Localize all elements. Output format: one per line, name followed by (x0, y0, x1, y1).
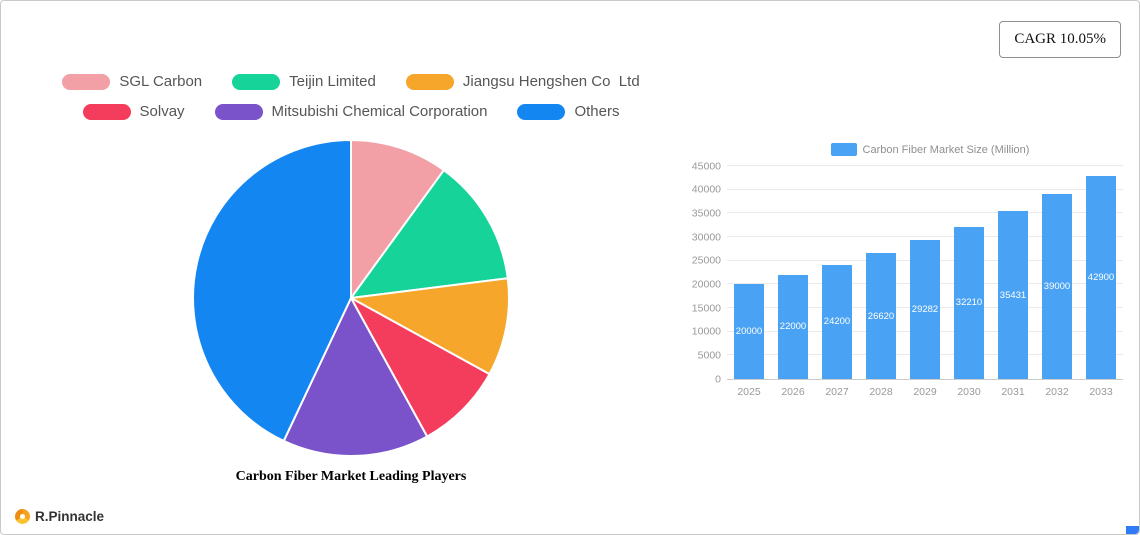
pie-slice-solvay[interactable] (350, 297, 491, 438)
bar-2032[interactable]: 39000 (1042, 194, 1072, 379)
logo-pie-icon (15, 509, 30, 524)
y-tick-label: 35000 (691, 207, 721, 220)
legend-swatch (232, 73, 281, 90)
legend-label: Jiangsu Hengshen Co Ltd (462, 73, 640, 90)
y-tick-label: 30000 (691, 230, 721, 243)
x-tick-label: 2027 (825, 386, 849, 398)
gridline (727, 236, 1123, 237)
y-tick-label: 15000 (691, 301, 721, 314)
legend-item-jiangsu-hengshen-co-ltd[interactable]: Jiangsu Hengshen Co Ltd (405, 73, 640, 90)
bar-2029[interactable]: 29282 (910, 240, 940, 379)
brand-logo: R.Pinnacle (15, 509, 104, 524)
legend-label: Others (574, 103, 620, 120)
legend-label: Teijin Limited (289, 73, 376, 90)
x-tick-label: 2033 (1089, 386, 1113, 398)
gridline (727, 165, 1123, 166)
bar-2025[interactable]: 20000 (734, 284, 764, 379)
legend-item-teijin-limited[interactable]: Teijin Limited (232, 73, 376, 90)
pie-title: Carbon Fiber Market Leading Players (235, 469, 467, 484)
y-tick-label: 10000 (691, 325, 721, 338)
bar-value-label: 26620 (867, 310, 895, 322)
bar-value-label: 39000 (1043, 281, 1071, 293)
x-tick-label: 2026 (781, 386, 805, 398)
x-tick-label: 2028 (869, 386, 893, 398)
gridline (727, 212, 1123, 214)
bar-value-label: 20000 (735, 326, 763, 338)
x-tick-label: 2029 (913, 386, 937, 398)
bar-value-label: 22000 (779, 321, 807, 333)
y-tick-label: 25000 (691, 254, 721, 267)
pie-legend: SGL Carbon Teijin Limited Jiangsu Hengshen… (31, 73, 671, 120)
logo-text: R.Pinnacle (35, 509, 105, 524)
bar-legend-label: Carbon Fiber Market Size (Million) (862, 143, 1030, 156)
bar-value-label: 32210 (955, 297, 983, 309)
legend-label: Solvay (139, 103, 185, 120)
bar-plot: 20000 22000 24200 26620 29282 32210 35431 39000… (727, 165, 1123, 380)
legend-label: Mitsubishi Chemical Corporation (271, 103, 488, 120)
x-tick-label: 2025 (737, 386, 761, 398)
cagr-badge: CAGR 10.05% (999, 21, 1121, 58)
pie-slice-teijin-limited[interactable] (350, 169, 509, 299)
y-tick-label: 0 (715, 372, 721, 385)
pie-slice-jiangsu-hengshen-co-ltd[interactable] (350, 277, 510, 376)
bar-2031[interactable]: 35431 (998, 211, 1028, 379)
x-axis-labels: 2025 2026 2027 2028 2029 2030 2031 2032 2033 (727, 386, 1123, 398)
bar-value-label: 24200 (823, 316, 851, 328)
legend-swatch (82, 103, 131, 120)
legend-label: SGL Carbon (119, 73, 203, 90)
legend-item-sgl-carbon[interactable]: SGL Carbon (62, 73, 202, 90)
y-tick-label: 5000 (697, 349, 721, 362)
bar-value-label: 29282 (911, 304, 939, 316)
bar-2028[interactable]: 26620 (866, 253, 896, 379)
y-tick-label: 40000 (691, 183, 721, 196)
pie-slice-mitsubishi-chemical-corporation[interactable] (282, 297, 429, 457)
x-tick-label: 2031 (1001, 386, 1025, 398)
bar-2026[interactable]: 22000 (778, 274, 808, 379)
legend-item-solvay[interactable]: Solvay (82, 103, 185, 120)
legend-item-others[interactable]: Others (517, 103, 619, 120)
bar-chart: 0 5000 10000 15000 20000 25000 30000 35000 40000… (689, 161, 1133, 384)
y-tick-label: 20000 (691, 278, 721, 291)
resize-handle[interactable] (1126, 526, 1139, 534)
y-axis: 0 5000 10000 15000 20000 25000 30000 35000 40000… (689, 161, 727, 384)
pie-chart (192, 139, 510, 457)
bar-section: Carbon Fiber Market Size (Million) 0 5000… (689, 143, 1133, 398)
legend-swatch (517, 103, 566, 120)
bar-value-label: 42900 (1087, 271, 1115, 283)
legend-item-mitsubishi-chemical-corporation[interactable]: Mitsubishi Chemical Corporation (214, 103, 488, 120)
pie-slice-sgl-carbon[interactable] (350, 139, 445, 299)
pie-slice-others[interactable] (192, 139, 352, 442)
bar-2027[interactable]: 24200 (822, 264, 852, 379)
bar-legend[interactable]: Carbon Fiber Market Size (Million) (689, 143, 1133, 156)
bar-legend-swatch (830, 143, 857, 156)
gridline (727, 188, 1123, 190)
bars-container: 20000 22000 24200 26620 29282 32210 35431 39000… (727, 166, 1123, 379)
y-tick-label: 45000 (691, 159, 721, 172)
legend-swatch (405, 73, 454, 90)
legend-swatch (214, 103, 263, 120)
pie-section: SGL Carbon Teijin Limited Jiangsu Hengshen… (1, 1, 701, 485)
bar-value-label: 35431 (999, 289, 1027, 301)
bar-2030[interactable]: 32210 (954, 226, 984, 379)
bar-2033[interactable]: 42900 (1086, 175, 1116, 379)
x-tick-label: 2030 (957, 386, 981, 398)
legend-swatch (62, 73, 111, 90)
x-tick-label: 2032 (1045, 386, 1069, 398)
